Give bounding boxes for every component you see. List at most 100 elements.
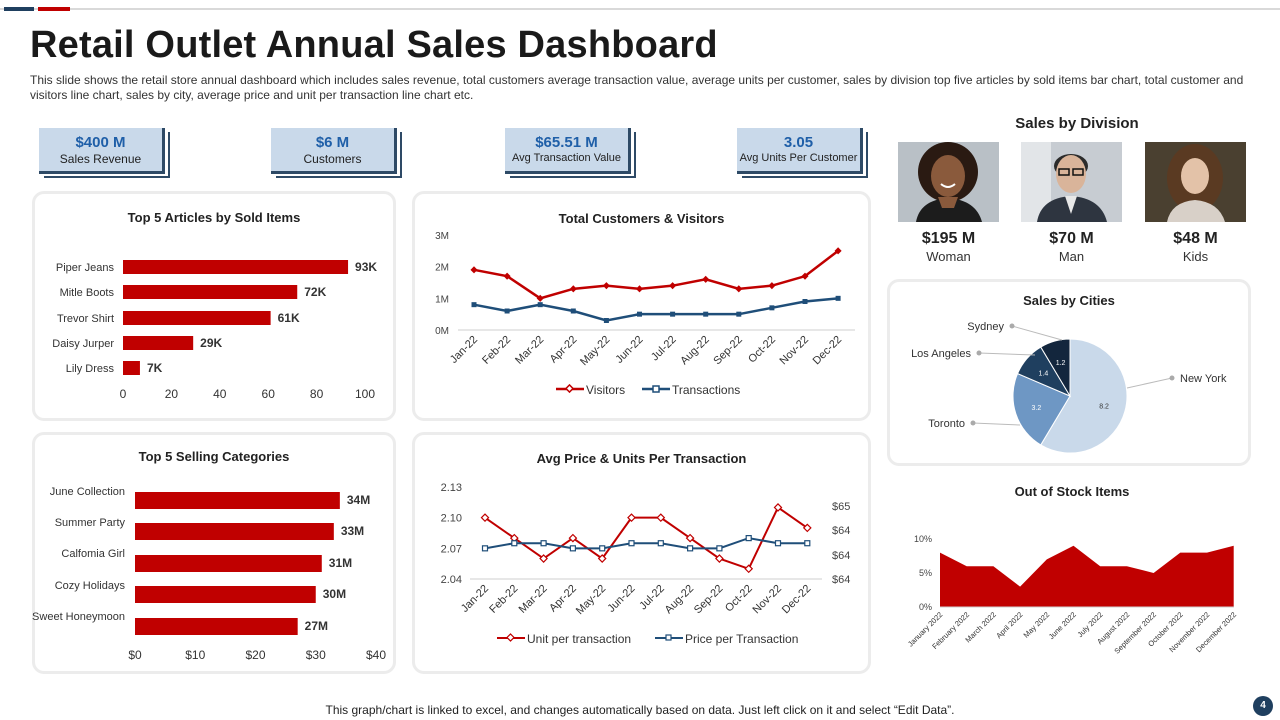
y2-tick-label: $64 (832, 550, 850, 562)
x-tick-label: Nov-22 (751, 583, 785, 617)
panel-customers-visitors: Total Customers & Visitors (412, 191, 871, 421)
kpi-shadow (510, 132, 636, 178)
data-point (637, 311, 642, 317)
data-point (801, 272, 809, 280)
data-point (569, 285, 577, 293)
kpi-label: Avg Units Per Customer (739, 152, 858, 164)
data-point (773, 503, 783, 512)
y-tick-label: 2.13 (441, 482, 462, 494)
man-photo (1021, 142, 1122, 222)
x-tick-label: Dec-22 (780, 583, 814, 617)
x-tick-label: Jun-22 (605, 583, 637, 615)
bar-data-label: 72K (304, 285, 326, 299)
data-point (597, 554, 607, 563)
data-point (834, 247, 842, 255)
data-point (769, 305, 775, 311)
data-point (703, 311, 709, 317)
y-tick-label: 2M (435, 263, 449, 274)
legend-marker (564, 383, 575, 394)
footer-note: This graph/chart is linked to excel, and… (325, 703, 955, 717)
kpi-customers[interactable]: $6 M Customers (271, 128, 397, 174)
bar-category-label: Trevor Shirt (57, 313, 114, 325)
data-point (603, 318, 609, 323)
x-tick-label: Mar-22 (513, 334, 546, 367)
x-tick-label: $20 (245, 648, 265, 662)
data-point (715, 554, 724, 563)
y2-tick-label: $64 (832, 574, 850, 586)
bar (123, 311, 271, 325)
x-tick-label: Apr-22 (548, 334, 580, 366)
kids-photo (1145, 142, 1246, 222)
data-point (745, 535, 752, 542)
y-tick-label: 0% (919, 602, 932, 612)
kpi-avg-units[interactable]: 3.05 Avg Units Per Customer (737, 128, 863, 174)
data-point (768, 282, 776, 290)
data-point (503, 272, 511, 280)
bar (123, 361, 140, 375)
bar (135, 618, 298, 635)
data-point (537, 302, 543, 308)
legend-marker (652, 385, 660, 393)
pie-category-label: Los Angeles (911, 348, 971, 360)
data-point (511, 540, 518, 547)
bar-data-label: 93K (355, 260, 377, 274)
leader-line (978, 352, 1036, 356)
bar (135, 523, 334, 540)
x-tick-label: 80 (310, 387, 324, 401)
data-point (735, 285, 743, 293)
data-point (635, 285, 644, 293)
chart-title: Top 5 Articles by Sold Items (127, 210, 301, 225)
accent-bar-navy (4, 7, 34, 11)
y-tick-label: 2.04 (441, 574, 462, 586)
bar-category-label: Calfomia Girl (61, 548, 125, 560)
kpi-sales-revenue[interactable]: $400 M Sales Revenue (39, 128, 165, 174)
data-point (471, 302, 477, 308)
x-tick-label: Feb-22 (487, 583, 520, 616)
data-point (686, 545, 694, 552)
data-point (627, 513, 636, 523)
page-number: 4 (1253, 696, 1273, 716)
division-value-kids: $48 M (1173, 230, 1218, 247)
area-series (940, 545, 1234, 607)
kpi-avg-transaction[interactable]: $65.51 M Avg Transaction Value (505, 128, 631, 174)
bar-data-label: 7K (147, 361, 163, 375)
x-tick-label: 0 (120, 387, 127, 401)
pie-slice (1040, 338, 1128, 454)
bar-category-label: June Collection (50, 486, 125, 498)
x-tick-label: June 2022 (1047, 610, 1078, 641)
kpi-shadow (276, 132, 402, 178)
data-point (736, 311, 742, 317)
bar (123, 336, 194, 350)
y-tick-label: 1M (435, 294, 449, 305)
bar-category-label: Cozy Holidays (55, 580, 126, 592)
y2-tick-label: $65 (832, 501, 850, 513)
division-value-man: $70 M (1049, 230, 1094, 247)
accent-bar-red (38, 7, 70, 11)
data-point (628, 540, 635, 547)
data-point (804, 540, 811, 547)
bar-category-label: Summer Party (55, 517, 126, 529)
data-point (835, 295, 841, 301)
pie-slice (1012, 372, 1071, 446)
data-point (570, 308, 576, 314)
division-value-woman: $195 M (921, 230, 976, 247)
bar (123, 260, 349, 274)
leader-dot (1009, 323, 1015, 329)
kpi-label: Sales Revenue (59, 152, 142, 166)
x-tick-label: $40 (366, 648, 386, 662)
y-tick-label: 2.07 (441, 543, 462, 555)
x-tick-label: May-22 (578, 334, 612, 368)
data-point (480, 513, 490, 523)
legend-label: Unit per transaction (527, 632, 631, 646)
x-tick-label: 40 (213, 387, 227, 401)
data-point (568, 533, 578, 543)
leader-dot (976, 350, 982, 356)
series-line-transactions (473, 297, 839, 322)
bar-data-label: 29K (200, 336, 222, 350)
bar-category-label: Lily Dress (66, 363, 115, 375)
data-point (685, 533, 695, 543)
bar (135, 492, 340, 509)
x-tick-label: 20 (165, 387, 179, 401)
x-tick-label: Nov-22 (778, 334, 812, 368)
x-tick-label: Jul-22 (649, 334, 679, 364)
